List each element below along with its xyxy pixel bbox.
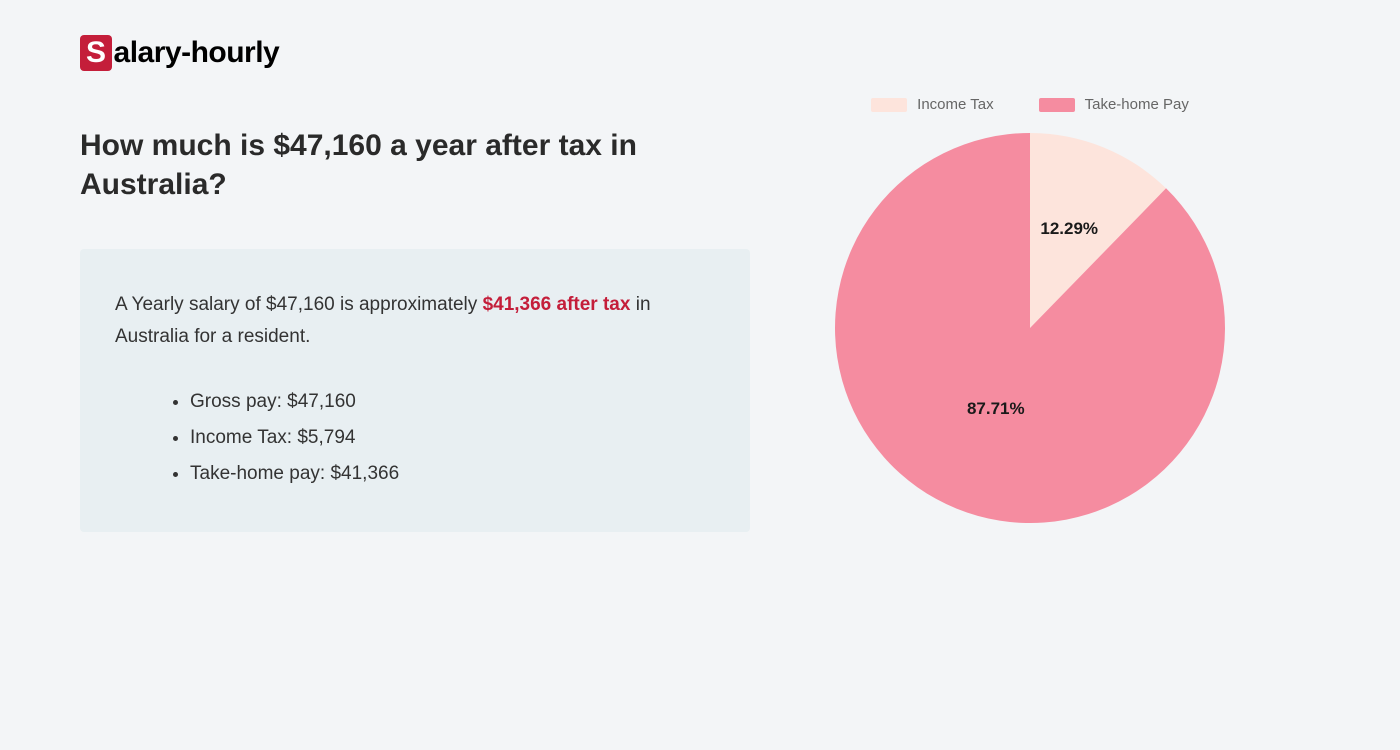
logo-badge: S: [80, 35, 112, 71]
main-content: How much is $47,160 a year after tax in …: [80, 126, 1320, 532]
logo: Salary-hourly: [80, 35, 1320, 71]
legend-item-tax: Income Tax: [871, 96, 993, 113]
legend-label-takehome: Take-home Pay: [1085, 96, 1189, 113]
pie-label-tax: 12.29%: [1040, 219, 1098, 239]
bullet-takehome: Take-home pay: $41,366: [190, 456, 715, 492]
legend-label-tax: Income Tax: [917, 96, 993, 113]
left-column: How much is $47,160 a year after tax in …: [80, 126, 750, 532]
summary-box: A Yearly salary of $47,160 is approximat…: [80, 249, 750, 532]
pie-label-takehome: 87.71%: [967, 399, 1025, 419]
summary-highlight: $41,366 after tax: [483, 294, 631, 315]
pie-chart: 12.29% 87.71%: [835, 133, 1225, 523]
legend-swatch-takehome: [1039, 98, 1075, 112]
chart-legend: Income Tax Take-home Pay: [810, 96, 1250, 113]
page-heading: How much is $47,160 a year after tax in …: [80, 126, 750, 204]
summary-before: A Yearly salary of $47,160 is approximat…: [115, 294, 483, 315]
bullet-gross: Gross pay: $47,160: [190, 384, 715, 420]
bullet-tax: Income Tax: $5,794: [190, 420, 715, 456]
summary-bullets: Gross pay: $47,160 Income Tax: $5,794 Ta…: [115, 384, 715, 492]
summary-text: A Yearly salary of $47,160 is approximat…: [115, 289, 715, 354]
legend-swatch-tax: [871, 98, 907, 112]
logo-text: alary-hourly: [114, 36, 280, 70]
legend-item-takehome: Take-home Pay: [1039, 96, 1189, 113]
chart-column: Income Tax Take-home Pay 12.29% 87.71%: [810, 96, 1250, 523]
pie-svg: [835, 133, 1225, 523]
